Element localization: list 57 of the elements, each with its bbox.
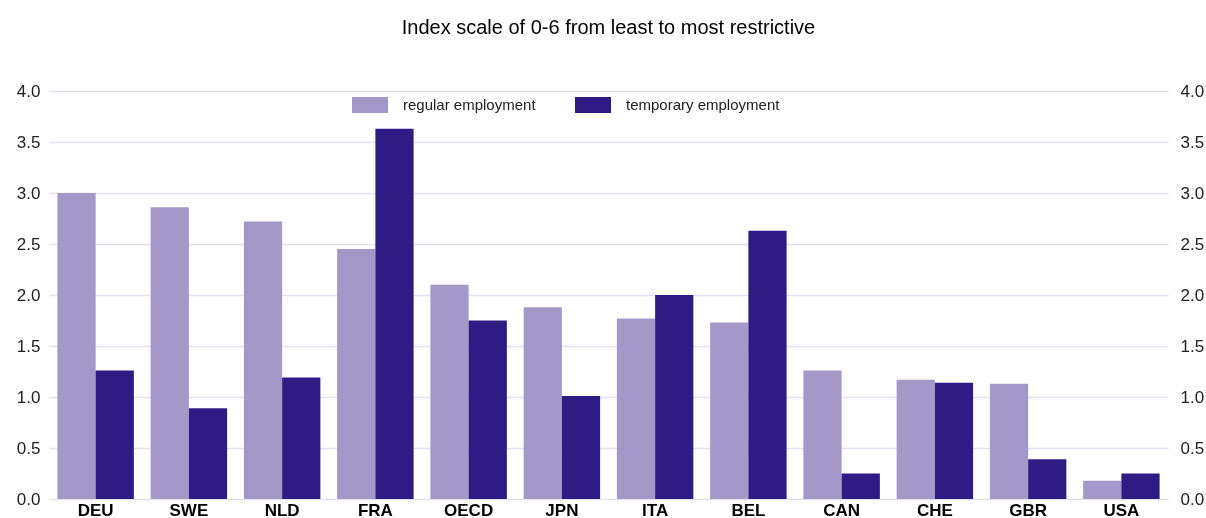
bar bbox=[989, 383, 1029, 499]
bar bbox=[1028, 459, 1067, 499]
y-tick-label: 1.0 bbox=[16, 387, 41, 407]
bar bbox=[282, 377, 321, 499]
y2-tick-label: 4.0 bbox=[1180, 81, 1205, 101]
x-tick-label: OECD bbox=[444, 500, 494, 518]
y-tick-label: 4.0 bbox=[16, 81, 41, 101]
x-tick-label: ITA bbox=[642, 500, 669, 518]
x-tick-label: JPN bbox=[545, 500, 579, 518]
x-tick-label: NLD bbox=[264, 500, 300, 518]
bar bbox=[896, 379, 935, 499]
x-tick-label: BEL bbox=[731, 500, 766, 518]
bar bbox=[841, 473, 880, 499]
y-tick-label: 0.0 bbox=[16, 489, 41, 509]
bar bbox=[150, 207, 189, 499]
y2-tick-label: 3.0 bbox=[1180, 183, 1205, 203]
y-tick-label: 3.5 bbox=[16, 132, 41, 152]
bar bbox=[655, 295, 694, 499]
chart-title: Index scale of 0-6 from least to most restrictive bbox=[401, 16, 816, 38]
bar bbox=[1083, 480, 1122, 499]
x-tick-label: GBR bbox=[1009, 500, 1048, 518]
bar bbox=[468, 320, 507, 499]
bar bbox=[934, 382, 974, 499]
x-tick-label: FRA bbox=[357, 500, 393, 518]
bar bbox=[1121, 473, 1160, 499]
legend-label: regular employment bbox=[403, 96, 537, 113]
bar bbox=[561, 395, 601, 499]
bar bbox=[748, 230, 787, 499]
bar bbox=[188, 408, 228, 499]
y-tick-label: 2.0 bbox=[16, 285, 41, 305]
y2-tick-label: 1.0 bbox=[1180, 387, 1205, 407]
y-tick-label: 0.5 bbox=[16, 438, 41, 458]
x-tick-label: CAN bbox=[823, 500, 861, 518]
x-tick-label: SWE bbox=[169, 500, 209, 518]
x-tick-label: DEU bbox=[77, 500, 114, 518]
y2-tick-label: 3.5 bbox=[1180, 132, 1205, 152]
bar bbox=[337, 249, 376, 499]
bar bbox=[375, 128, 414, 499]
y2-tick-label: 2.0 bbox=[1180, 285, 1205, 305]
bar bbox=[803, 370, 842, 499]
bar bbox=[710, 322, 749, 499]
bar bbox=[57, 193, 96, 499]
x-tick-label: CHE bbox=[916, 500, 953, 518]
bar bbox=[616, 318, 656, 499]
y2-tick-label: 0.5 bbox=[1180, 438, 1205, 458]
bar bbox=[95, 370, 134, 499]
y-tick-label: 1.5 bbox=[16, 336, 41, 356]
y2-tick-label: 2.5 bbox=[1180, 234, 1205, 254]
y2-tick-label: 1.5 bbox=[1180, 336, 1205, 356]
y-tick-label: 2.5 bbox=[16, 234, 41, 254]
bar bbox=[430, 284, 469, 499]
legend-label: temporary employment bbox=[626, 96, 781, 113]
bar bbox=[243, 221, 283, 499]
x-tick-label: USA bbox=[1103, 500, 1140, 518]
y-tick-label: 3.0 bbox=[16, 183, 41, 203]
y2-tick-label: 0.0 bbox=[1180, 489, 1205, 509]
bar bbox=[523, 307, 562, 499]
